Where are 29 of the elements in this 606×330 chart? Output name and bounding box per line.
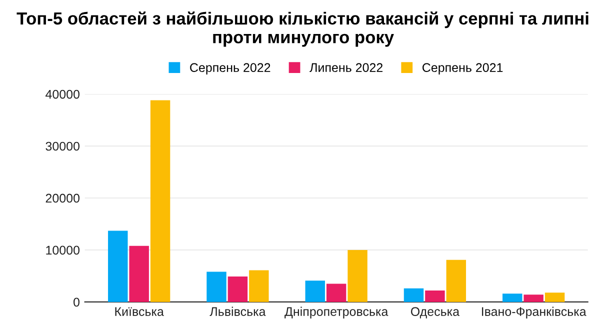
bar (446, 260, 466, 302)
y-tick-label: 30000 (46, 142, 80, 151)
bar (249, 270, 269, 302)
x-tick-label: Львівська (210, 306, 266, 316)
x-tick-label: Київська (115, 307, 164, 316)
bar (305, 280, 325, 302)
legend-label: Липень 2022 (310, 63, 383, 72)
chart-title: Топ-5 областей з найбільшою кількістю вакансій у серпні та липні проти минулого року (16, 12, 588, 47)
x-tick-label: Дніпропетровська (284, 306, 388, 318)
bar (129, 246, 149, 302)
bar (544, 292, 565, 302)
bar (228, 276, 248, 302)
legend-label: Серпень 2022 (190, 63, 270, 74)
y-tick-label: 40000 (46, 90, 80, 99)
bar (326, 284, 346, 302)
bar (206, 272, 226, 302)
x-tick-label: Одеська (410, 307, 460, 318)
x-tick-label: Івано-Франківська (482, 306, 586, 318)
bar (108, 230, 128, 302)
bar (425, 290, 445, 302)
bar (524, 294, 544, 302)
y-tick-label: 10000 (46, 246, 80, 255)
bar (150, 100, 170, 302)
bar (404, 288, 424, 302)
y-tick-label: 20000 (46, 194, 80, 203)
legend-label: Серпень 2021 (422, 63, 503, 74)
bar (348, 250, 368, 302)
y-tick-label: 0 (74, 298, 80, 307)
bar (502, 294, 522, 302)
